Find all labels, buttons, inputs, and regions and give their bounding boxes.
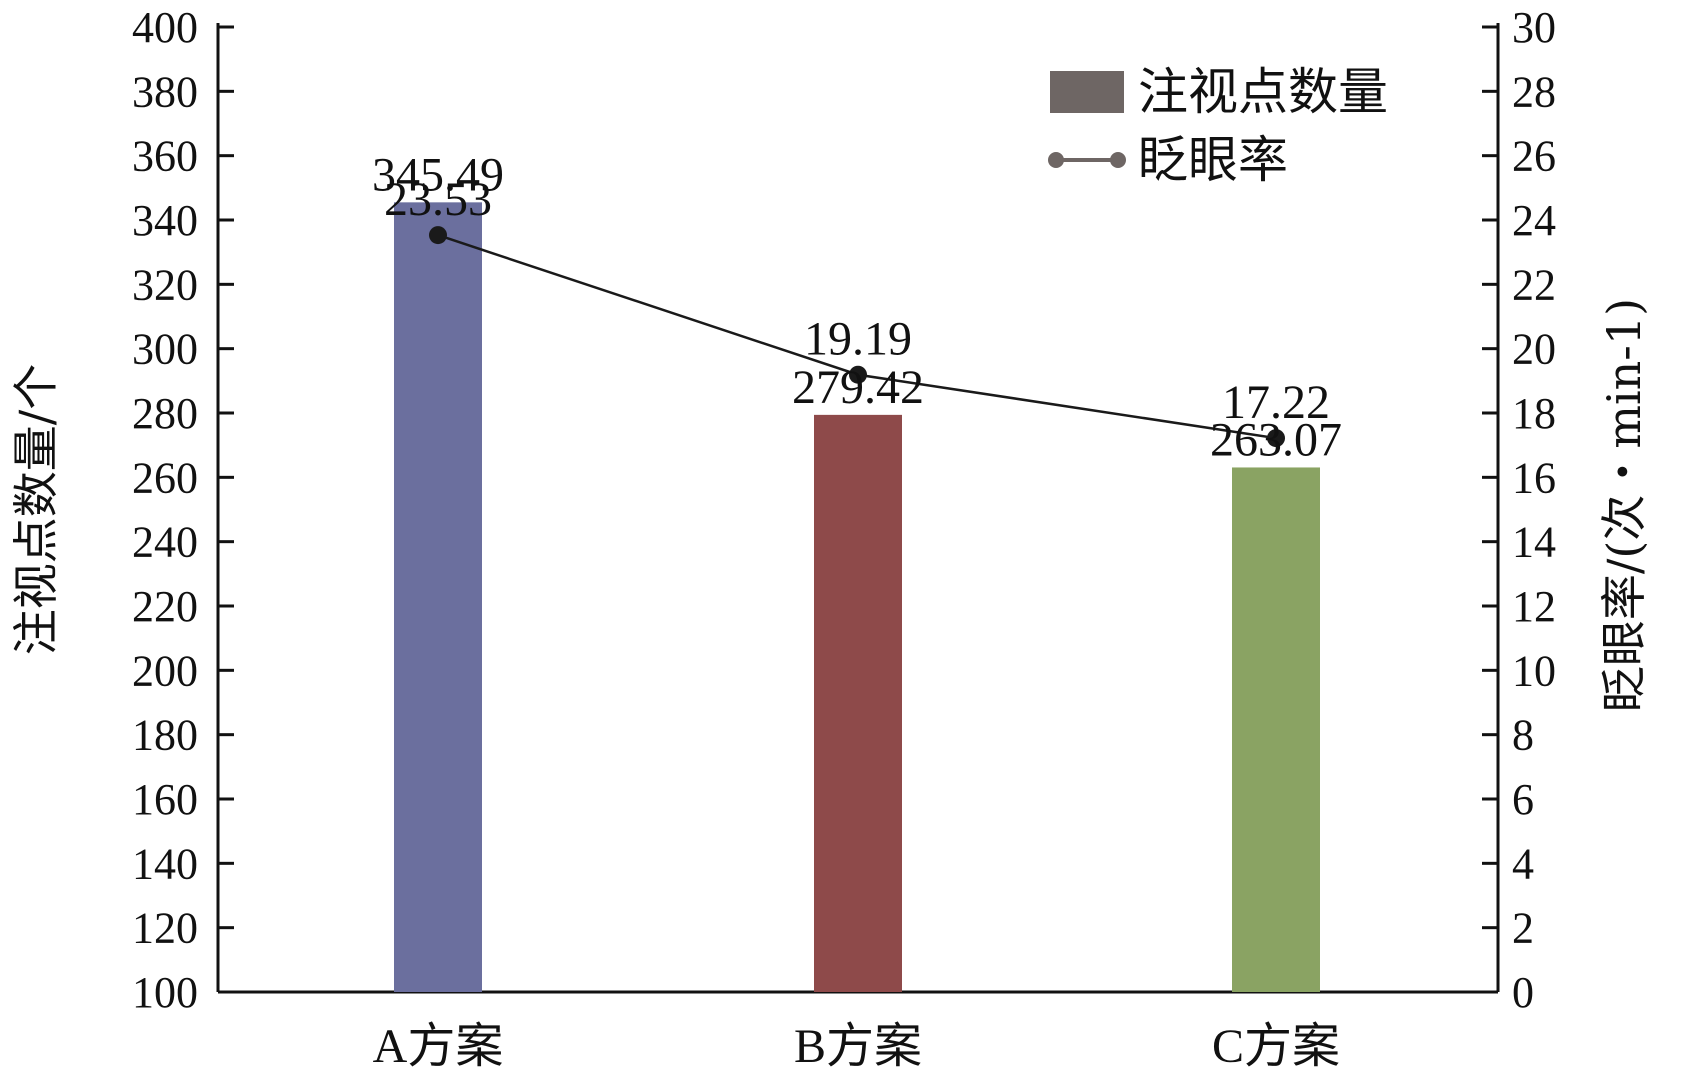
right-tick-label: 14 [1512, 518, 1556, 567]
right-tick-label: 10 [1512, 646, 1556, 695]
bar-series [394, 202, 1320, 993]
legend-label-bar: 注视点数量 [1138, 63, 1388, 121]
left-tick-label: 400 [132, 3, 198, 52]
left-tick-label: 200 [132, 646, 198, 695]
right-tick-label: 12 [1512, 582, 1556, 631]
right-tick-label: 0 [1512, 968, 1534, 1017]
right-tick-label: 30 [1512, 3, 1556, 52]
right-axis-title: 眨眼率/(次・min-1) [1597, 298, 1651, 712]
right-tick-label: 4 [1512, 839, 1534, 888]
bar-value-label: 345.49 [372, 148, 504, 201]
line-value-label: 17.22 [1222, 376, 1330, 429]
line-value-label: 23.53 [384, 173, 492, 226]
bar-value-label: 263.07 [1210, 413, 1342, 466]
right-tick-label: 24 [1512, 196, 1556, 245]
data-labels: 345.49 279.42 263.07 23.53 19.19 17.22 [372, 148, 1342, 466]
legend-line-marker [1048, 152, 1064, 168]
right-tick-label: 2 [1512, 904, 1534, 953]
x-axis: A方案 B方案 C方案 [218, 990, 1498, 1073]
left-tick-label: 280 [132, 389, 198, 438]
line-point [1267, 429, 1285, 448]
left-tick-label: 140 [132, 839, 198, 888]
line-value-label: 19.19 [804, 313, 912, 366]
bar [1232, 467, 1320, 993]
right-tick-label: 8 [1512, 711, 1534, 760]
bar-value-label: 279.42 [792, 361, 924, 414]
left-tick-label: 100 [132, 968, 198, 1017]
line-series [429, 226, 1285, 448]
left-y-axis: 100 120 140 160 180 200 220 240 260 280 300 320 340 3… [9, 3, 234, 1017]
right-tick-label: 16 [1512, 453, 1556, 502]
right-tick-label: 26 [1512, 132, 1556, 181]
legend-line-marker [1110, 152, 1126, 168]
bar [394, 202, 482, 992]
right-tick-label: 6 [1512, 775, 1534, 824]
left-tick-label: 340 [132, 196, 198, 245]
left-axis-title: 注视点数量/个 [9, 364, 63, 656]
right-tick-label: 28 [1512, 67, 1556, 116]
left-tick-label: 180 [132, 711, 198, 760]
legend-bar-swatch [1050, 71, 1124, 113]
left-tick-label: 300 [132, 325, 198, 374]
left-tick-label: 220 [132, 582, 198, 631]
right-tick-label: 18 [1512, 389, 1556, 438]
x-category-label: A方案 [373, 1020, 504, 1073]
left-tick-label: 160 [132, 775, 198, 824]
legend-label-line: 眨眼率 [1138, 131, 1288, 189]
x-category-label: B方案 [794, 1020, 922, 1073]
line-point [849, 365, 867, 384]
left-tick-label: 120 [132, 904, 198, 953]
right-tick-label: 20 [1512, 325, 1556, 374]
left-tick-label: 260 [132, 453, 198, 502]
left-tick-label: 240 [132, 518, 198, 567]
x-category-label: C方案 [1212, 1020, 1340, 1073]
line-point [429, 226, 447, 245]
left-tick-label: 380 [132, 67, 198, 116]
bar [814, 414, 902, 992]
right-tick-label: 22 [1512, 260, 1556, 309]
left-tick-label: 360 [132, 132, 198, 181]
left-tick-label: 320 [132, 260, 198, 309]
